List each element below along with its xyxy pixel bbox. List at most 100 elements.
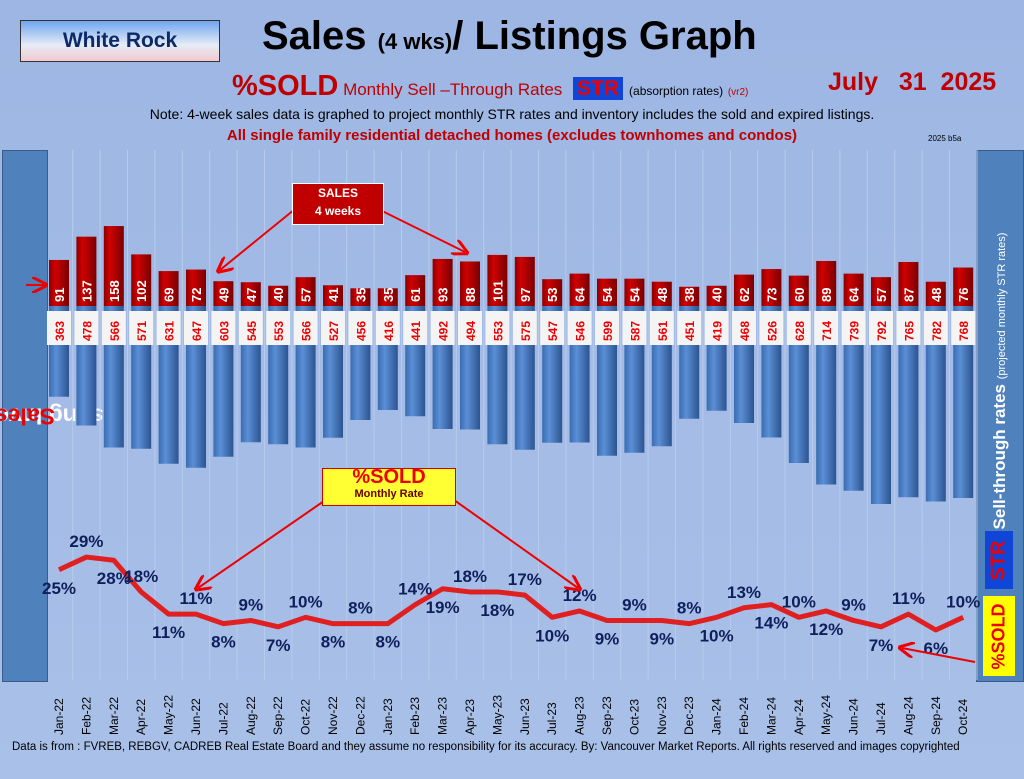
- sold-rate-label: 25%: [42, 579, 76, 598]
- listing-value-label: 478: [80, 321, 94, 341]
- x-tick-label: Aug-24: [901, 696, 915, 735]
- sales-value-label: 89: [819, 288, 834, 302]
- listing-value-label: 647: [190, 321, 204, 341]
- sales-value-label: 38: [682, 288, 697, 302]
- sales-bar: [679, 286, 700, 306]
- x-tick-label: Jun-22: [189, 698, 203, 735]
- sales-bar: [624, 278, 645, 306]
- sales-bar: [843, 273, 864, 306]
- listing-label-bg: [595, 311, 619, 345]
- sales-value-label: 49: [216, 288, 231, 302]
- listing-label-bg: [403, 311, 428, 345]
- sold-rate-label: 10%: [700, 626, 734, 645]
- sales-value-label: 73: [764, 288, 779, 302]
- listing-bar: [898, 306, 919, 498]
- listing-label-bg: [129, 311, 154, 345]
- x-tick-label: May-24: [819, 695, 833, 735]
- sales-value-label: 48: [929, 288, 944, 302]
- listing-value-label: 768: [957, 321, 971, 341]
- listing-value-label: 561: [656, 321, 670, 341]
- listing-label-bg: [704, 311, 729, 345]
- sales-bar: [514, 256, 535, 306]
- listing-value-label: 416: [382, 321, 396, 341]
- listing-bar: [158, 306, 179, 464]
- sales-bar: [377, 288, 398, 306]
- x-tick-label: Jan-22: [52, 698, 66, 735]
- sales-bar: [597, 278, 617, 306]
- sales-bar: [350, 288, 371, 306]
- sold-rate-label: 12%: [563, 586, 597, 605]
- footer-disclaimer: Data is from : FVREB, REBGV, CADREB Real…: [12, 741, 960, 753]
- x-tick-label: Mar-24: [764, 697, 778, 735]
- sales-value-label: 47: [244, 288, 259, 302]
- x-tick-label: Nov-22: [326, 696, 340, 735]
- sales-bar: [158, 271, 179, 306]
- listing-label-bg: [266, 311, 291, 345]
- sales-value-label: 57: [874, 288, 889, 302]
- sales-value-label: 88: [463, 288, 478, 302]
- sales-bar: [898, 261, 919, 306]
- listing-value-label: 739: [848, 321, 862, 341]
- sales-value-label: 102: [134, 280, 149, 302]
- sales-callout: SALES 4 weeks: [292, 183, 384, 225]
- sales-value-label: 35: [381, 288, 396, 302]
- listing-value-label: 599: [601, 321, 615, 341]
- listing-value-label: 792: [875, 321, 889, 341]
- listing-value-label: 628: [793, 321, 807, 341]
- sales-value-label: 41: [326, 288, 341, 302]
- listing-label-bg: [540, 311, 565, 345]
- listing-bar: [953, 306, 974, 498]
- sold-rate-label: 8%: [677, 599, 702, 618]
- listing-label-bg: [321, 311, 345, 345]
- x-tick-label: Apr-23: [463, 699, 477, 735]
- sub-str: STR: [573, 77, 624, 100]
- listing-label-bg: [512, 311, 537, 345]
- sold-rate-label: 8%: [211, 633, 236, 652]
- sales-bar: [432, 258, 453, 306]
- sales-bar: [460, 261, 480, 306]
- sales-value-label: 137: [79, 280, 94, 302]
- x-tick-label: Jun-23: [518, 698, 532, 735]
- sales-bar: [761, 269, 782, 306]
- listing-value-label: 566: [108, 321, 122, 341]
- subtitle: %SOLD Monthly Sell –Through Rates STR (ab…: [232, 70, 748, 103]
- listing-value-label: 527: [327, 321, 341, 341]
- location-badge: White Rock: [20, 20, 220, 62]
- sales-bar: [569, 273, 590, 306]
- x-tick-label: Oct-22: [299, 699, 313, 735]
- sold-rate-label: 7%: [869, 636, 894, 655]
- listing-label-bg: [348, 311, 373, 345]
- sales-callout-l1: SALES: [317, 186, 358, 200]
- sold-callout: %SOLD Monthly Rate: [322, 467, 456, 506]
- sales-bar: [295, 277, 316, 306]
- x-tick-label: Aug-22: [244, 696, 258, 735]
- listing-value-label: 451: [683, 321, 697, 341]
- x-tick-label: Apr-24: [792, 699, 806, 735]
- listing-bar: [788, 306, 809, 463]
- listing-value-label: 553: [491, 321, 505, 341]
- listing-value-label: 571: [135, 321, 149, 341]
- sales-bar: [405, 275, 426, 306]
- sold-rate-label: 8%: [348, 599, 373, 618]
- sold-rate-label: 11%: [892, 589, 925, 608]
- sales-bar: [706, 285, 727, 306]
- listing-label-bg: [74, 311, 99, 345]
- listing-label-bg: [375, 311, 400, 345]
- x-tick-label: Jul-23: [545, 702, 559, 735]
- listing-label-bg: [156, 311, 181, 345]
- x-tick-label: Oct-24: [956, 699, 970, 735]
- sales-value-label: 97: [518, 288, 533, 302]
- sales-bar: [871, 277, 891, 306]
- sold-rate-label: 14%: [398, 580, 432, 599]
- sold-rate-label: 10%: [946, 592, 980, 611]
- sales-value-label: 54: [627, 287, 642, 302]
- listing-label-bg: [814, 311, 839, 345]
- sales-value-label: 61: [408, 288, 423, 302]
- sold-rate-line: [57, 554, 965, 633]
- title-main: Sales: [262, 14, 378, 58]
- listing-label-bg: [458, 311, 482, 345]
- sales-value-label: 35: [353, 288, 368, 302]
- x-tick-label: Jan-24: [710, 698, 724, 735]
- listing-label-bg: [211, 311, 236, 345]
- sales-bar: [734, 274, 754, 306]
